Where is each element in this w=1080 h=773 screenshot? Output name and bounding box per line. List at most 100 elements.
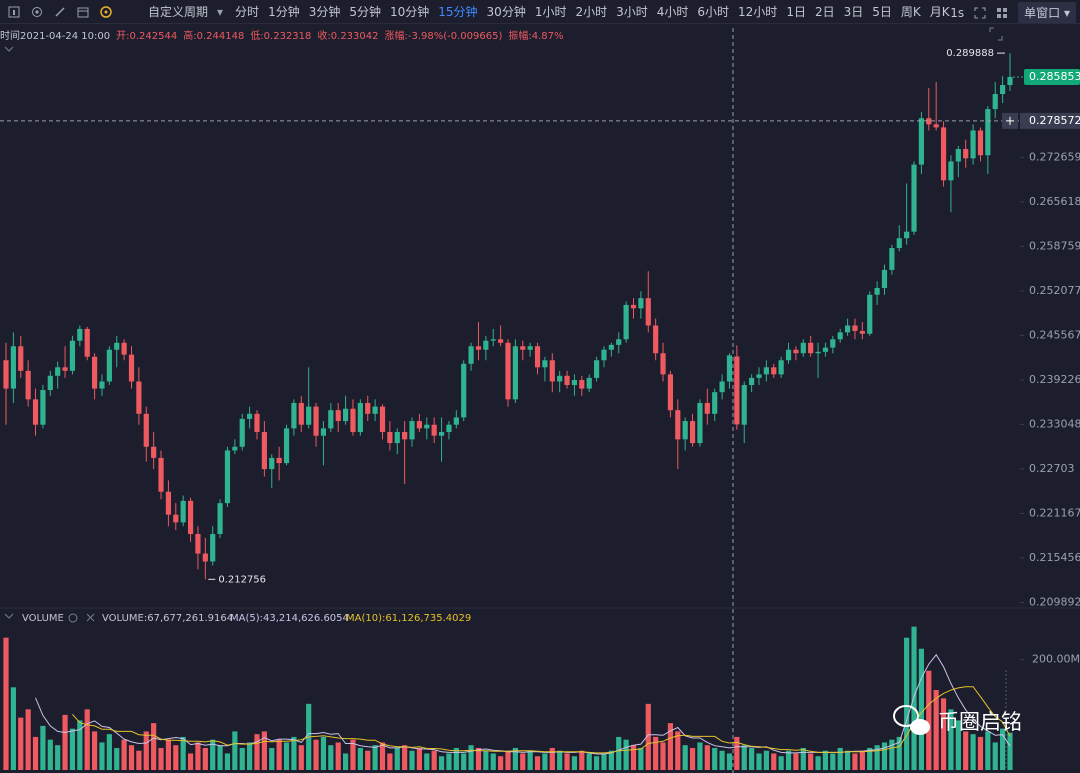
period-option[interactable]: 4小时 <box>656 5 689 19</box>
info-close: 收:0.233042 <box>317 31 379 42</box>
tick-mode[interactable]: 1s <box>950 5 965 20</box>
volume-bar <box>520 753 526 770</box>
volume-bar <box>195 742 201 770</box>
low-annotation: 0.212756 <box>218 574 266 585</box>
icon-coin[interactable] <box>100 5 112 18</box>
collapse-arrow <box>4 46 14 52</box>
period-option[interactable]: 1分钟 <box>268 5 300 19</box>
candle-body <box>660 353 666 375</box>
period-option[interactable]: 30分钟 <box>486 5 526 19</box>
period-option[interactable]: 12小时 <box>738 5 778 19</box>
volume-bar <box>320 736 327 770</box>
volume-bar <box>505 750 511 770</box>
volume-bar <box>579 750 585 770</box>
volume-bar <box>77 720 83 770</box>
volume-bar <box>379 742 386 770</box>
volume-bar <box>402 745 408 770</box>
volume-bar <box>114 747 120 770</box>
candle-body <box>276 457 282 464</box>
volume-bar <box>815 756 821 770</box>
period-option[interactable]: 2日 <box>814 5 835 19</box>
candle-body <box>106 349 112 382</box>
period-option[interactable]: 2小时 <box>575 5 608 19</box>
icon-layout[interactable] <box>996 7 1008 19</box>
candle-body <box>372 406 378 414</box>
period-option[interactable]: 3小时 <box>616 5 648 19</box>
candle-body <box>387 432 393 444</box>
volume-bar <box>549 747 555 770</box>
volume-bar <box>55 745 61 770</box>
volume-bar <box>25 709 31 770</box>
icon-fullscreen[interactable] <box>974 7 986 19</box>
volume-bar <box>985 731 991 770</box>
period-option[interactable]: 月K <box>929 5 950 19</box>
period-option[interactable]: 周K <box>900 5 921 19</box>
icon-calendar[interactable] <box>77 6 89 18</box>
expand-icon <box>989 27 1003 41</box>
candle-body <box>859 330 865 334</box>
period-option[interactable]: 15分钟 <box>438 5 478 19</box>
volume-bar <box>970 734 976 770</box>
volume-bar <box>793 753 799 770</box>
icon-settings[interactable] <box>31 6 43 18</box>
candle-body <box>394 432 400 444</box>
period-option[interactable]: 分时 <box>235 5 260 19</box>
candle-body <box>667 374 674 411</box>
period-option[interactable]: 1日 <box>786 5 806 19</box>
volume-bar <box>438 756 445 770</box>
candle-body <box>520 346 526 350</box>
volume-bar <box>837 747 843 770</box>
crosshair-plus-box <box>1002 112 1018 129</box>
candle-body <box>210 534 216 562</box>
volume-bar <box>424 753 430 770</box>
info-low: 低:0.232318 <box>250 31 312 42</box>
candle-body <box>483 340 489 350</box>
volume-bar <box>165 739 172 770</box>
volume-value: VOLUME:67,677,261.9164 <box>102 613 233 624</box>
period-option[interactable]: 6小时 <box>697 5 730 19</box>
icon-close[interactable] <box>86 613 95 622</box>
candle-body <box>261 432 267 470</box>
candle-body <box>940 127 947 181</box>
volume-bar <box>18 717 24 770</box>
window-menu[interactable]: 单窗口 ▾ <box>1018 2 1076 23</box>
volume-bar <box>298 745 304 770</box>
period-menu[interactable]: 自定义周期 <box>148 5 209 19</box>
period-option[interactable]: 5分钟 <box>349 5 381 19</box>
candle-body <box>918 118 925 165</box>
candle-body <box>549 360 555 382</box>
candle-body <box>970 130 976 159</box>
candle-body <box>283 428 290 464</box>
period-option[interactable]: 10分钟 <box>389 5 430 19</box>
period-option[interactable]: 3分钟 <box>308 5 341 19</box>
candle-body <box>586 377 592 389</box>
volume-bar <box>372 745 378 770</box>
candle-body <box>712 392 718 414</box>
icon-chart[interactable] <box>8 6 20 18</box>
last-price-label: 0.285853 <box>1029 70 1080 83</box>
period-option[interactable]: 5日 <box>872 5 892 19</box>
candle-body <box>350 408 356 433</box>
candle-body <box>793 349 799 354</box>
volume-bar <box>91 731 98 770</box>
volume-bar <box>158 747 164 770</box>
candle-body <box>763 367 769 375</box>
y-tick-label: 0.215456 <box>1029 551 1080 564</box>
volume-bar <box>291 736 297 770</box>
volume-bar <box>704 745 710 770</box>
icon-eye[interactable] <box>68 613 78 623</box>
candle-body <box>446 424 452 433</box>
volume-bar <box>512 747 518 770</box>
candle-body <box>675 410 681 440</box>
volume-bar <box>210 739 216 770</box>
candle-body <box>645 298 651 326</box>
period-option[interactable]: 1小时 <box>534 5 567 19</box>
period-option[interactable]: 3日 <box>843 5 864 19</box>
candle-body <box>571 380 578 386</box>
icon-draw[interactable] <box>54 6 66 18</box>
candle-body <box>1007 76 1013 86</box>
volume-bar <box>948 709 954 770</box>
volume-bar <box>667 723 674 770</box>
candle-body <box>749 377 755 386</box>
candle-body <box>844 325 851 333</box>
